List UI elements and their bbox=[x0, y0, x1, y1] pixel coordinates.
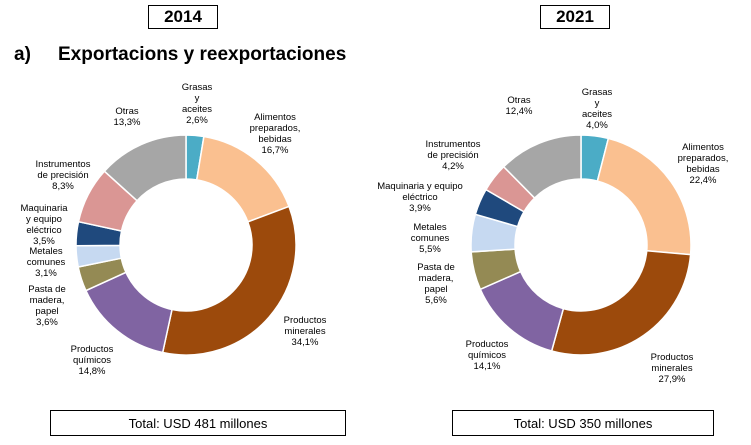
label-2021-metales-comunes: Metales comunes 5,5% bbox=[411, 222, 450, 255]
label-2014-productos-quimicos: Productos químicos 14,8% bbox=[71, 344, 114, 377]
label-2021-alimentos-preparados-bebidas: Alimentos preparados, bebidas 22,4% bbox=[678, 142, 729, 186]
year-2021-label: 2021 bbox=[540, 5, 610, 29]
label-2014-metales-comunes: Metales comunes 3,1% bbox=[27, 246, 66, 279]
slice-2014-otras bbox=[103, 134, 187, 202]
label-2014-alimentos-preparados-bebidas: Alimentos preparados, bebidas 16,7% bbox=[250, 112, 301, 156]
label-2021-maquinaria-y-equipo-electrico: Maquinaria y equipo eléctrico 3,9% bbox=[377, 181, 463, 214]
label-2021-productos-quimicos: Productos químicos 14,1% bbox=[466, 339, 509, 372]
label-2021-instrumentos-de-precision: Instrumentos de precisión 4,2% bbox=[426, 139, 481, 172]
slice-2021-productos-minerales bbox=[550, 249, 692, 356]
label-2014-grasas-y-aceites: Grasas y aceites 2,6% bbox=[182, 82, 213, 126]
slice-2021-otras bbox=[502, 134, 582, 200]
label-2021-grasas-y-aceites: Grasas y aceites 4,0% bbox=[582, 87, 613, 131]
label-2021-pasta-de-madera-papel: Pasta de madera, papel 5,6% bbox=[417, 262, 455, 306]
total-2021: Total: USD 350 millones bbox=[452, 410, 714, 436]
label-2014-instrumentos-de-precision: Instrumentos de precisión 8,3% bbox=[36, 159, 91, 192]
section-letter: a) bbox=[14, 44, 31, 65]
label-2014-pasta-de-madera-papel: Pasta de madera, papel 3,6% bbox=[28, 284, 66, 328]
slice-2014-productos-minerales bbox=[161, 205, 297, 356]
total-2014: Total: USD 481 millones bbox=[50, 410, 346, 436]
year-2014-label: 2014 bbox=[148, 5, 218, 29]
label-2021-otras: Otras 12,4% bbox=[506, 95, 533, 117]
section-title: Exportacions y reexportaciones bbox=[58, 44, 347, 65]
label-2014-otras: Otras 13,3% bbox=[114, 106, 141, 128]
label-2014-productos-minerales: Productos minerales 34,1% bbox=[284, 315, 327, 348]
label-2021-productos-minerales: Productos minerales 27,9% bbox=[651, 352, 694, 385]
label-2014-maquinaria-y-equipo-electrico: Maquinaria y equipo eléctrico 3,5% bbox=[21, 203, 69, 247]
section-heading: a) Exportacions y reexportaciones bbox=[14, 44, 346, 66]
